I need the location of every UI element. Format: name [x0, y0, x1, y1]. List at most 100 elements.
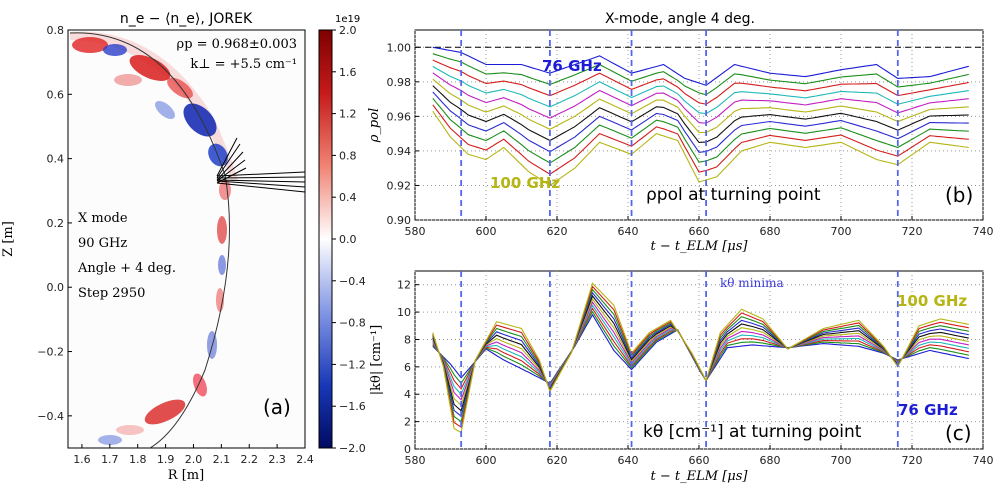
- fluct-blob-red: [167, 77, 193, 99]
- x-tick-label: 700: [831, 225, 852, 238]
- x-tick-label: 1.9: [157, 453, 175, 466]
- panel-b-series: [432, 46, 969, 187]
- colorbar-tick-label: −0.4: [339, 275, 366, 288]
- series-line: [432, 78, 969, 134]
- annotation-mode: X mode: [78, 211, 128, 226]
- colorbar: 1e19 2.0 1.6 1.2 0.8 0.4 0.0 −0.4 −0.8 −1.2 −1.6 −…: [318, 14, 366, 455]
- panel-c-xlabel: t − t_ELM [μs]: [651, 469, 749, 484]
- panel-b-caption: ρpol at turning point: [646, 185, 821, 205]
- panel-a-title: n_e − ⟨n_e⟩, JOREK: [120, 11, 253, 27]
- series-line: [432, 53, 969, 96]
- annotation-kperp: k⊥ = +5.5 cm⁻¹: [190, 57, 297, 72]
- panel-c-x-ticks: 580 600 620 640 660 680 700 720 740: [405, 445, 993, 467]
- x-tick-label: 640: [618, 454, 639, 467]
- panel-a-frame: [67, 29, 306, 449]
- fluct-blob-red: [144, 399, 186, 425]
- label-76ghz-c: 76 GHz: [898, 401, 958, 419]
- colorbar-tick-label: −0.8: [339, 317, 366, 330]
- x-tick-label: 720: [902, 454, 923, 467]
- y-tick-label: 8: [404, 333, 411, 346]
- y-tick-label: 0.4: [47, 153, 65, 166]
- x-tick-label: 2.0: [185, 453, 203, 466]
- y-tick-label: 0.90: [387, 214, 412, 227]
- y-tick-label: 0.0: [47, 281, 65, 294]
- fluct-blob-red: [217, 216, 227, 244]
- y-tick-label: 0.6: [47, 88, 65, 101]
- colorbar-tick-label: 0.4: [339, 191, 357, 204]
- x-tick-label: 2.4: [296, 453, 314, 466]
- x-tick-label: 700: [831, 454, 852, 467]
- colorbar-exponent: 1e19: [335, 14, 360, 25]
- panel-b-frame: [414, 29, 984, 221]
- x-tick-label: 600: [476, 225, 497, 238]
- panel-b-ylabel: ρ_pol: [367, 108, 382, 143]
- series-line: [432, 104, 969, 175]
- y-tick-label: −0.4: [37, 410, 64, 423]
- panel-c-label: (c): [945, 421, 972, 445]
- series-line: [432, 65, 969, 115]
- series-line: [432, 59, 969, 105]
- fluct-blob-blue: [183, 103, 217, 137]
- panel-a-y-ticks: 0.8 0.6 0.4 0.2 0.0 −0.2 −0.4: [37, 24, 72, 423]
- panel-b-y-ticks: 1.00 0.98 0.96 0.94 0.92 0.90: [387, 41, 419, 227]
- colorbar-tick-label: −1.6: [339, 400, 366, 413]
- colorbar-tick-label: 0.0: [339, 233, 357, 246]
- series-line: [432, 85, 969, 143]
- x-tick-label: 640: [618, 225, 639, 238]
- y-tick-label: 10: [397, 306, 411, 319]
- fluct-blob-blue: [103, 44, 127, 56]
- annotation-step: Step 2950: [78, 286, 145, 301]
- x-tick-label: 620: [547, 225, 568, 238]
- panel-a-x-ticks: 1.6 1.7 1.8 1.9 2.0 2.1 2.2 2.3 2.4: [73, 444, 314, 466]
- heatmap-field: [69, 31, 305, 448]
- panel-b-title: X-mode, angle 4 deg.: [605, 11, 755, 27]
- colorbar-tick-label: 1.2: [339, 108, 357, 121]
- annotation-angle: Angle + 4 deg.: [77, 261, 176, 276]
- y-tick-label: 0.98: [387, 76, 412, 89]
- separatrix-line: [69, 32, 230, 448]
- x-tick-label: 580: [405, 225, 426, 238]
- y-tick-label: 4: [404, 388, 411, 401]
- fluct-blob-blue: [155, 101, 175, 119]
- colorbar-tick-label: 2.0: [339, 24, 357, 37]
- series-line: [432, 91, 969, 153]
- x-tick-label: 720: [902, 225, 923, 238]
- panel-c-y-ticks: 12 10 8 6 4 2 0: [397, 279, 419, 456]
- panel-a-ylabel: Z [m]: [1, 221, 16, 257]
- colorbar-ticks: 2.0 1.6 1.2 0.8 0.4 0.0 −0.4 −0.8 −1.2 −1.6 −2.0: [332, 24, 366, 455]
- series-line: [432, 46, 969, 86]
- y-tick-label: 0: [404, 443, 411, 456]
- x-tick-label: 1.7: [101, 453, 119, 466]
- panel-a: n_e − ⟨n_e⟩, JOREK: [1, 11, 314, 483]
- x-tick-label: 600: [476, 454, 497, 467]
- colorbar-gradient: [318, 29, 333, 449]
- colorbar-tick-label: −2.0: [339, 442, 366, 455]
- panel-b: X-mode, angle 4 deg. 580 600 620 640 660 680 7…: [367, 11, 993, 254]
- beam-rays: [216, 137, 305, 193]
- x-tick-label: 2.1: [213, 453, 231, 466]
- annotation-freq: 90 GHz: [78, 236, 127, 251]
- y-tick-label: 0.92: [387, 179, 412, 192]
- panel-b-markers: [460, 30, 899, 220]
- fluct-blob-red: [193, 373, 207, 397]
- fluct-blob-red: [114, 74, 142, 86]
- series-line: [432, 72, 969, 124]
- y-tick-label: 12: [397, 279, 411, 292]
- colorbar-tick-label: 1.6: [339, 66, 357, 79]
- y-tick-label: 0.8: [47, 24, 65, 37]
- panel-b-x-ticks: 580 600 620 640 660 680 700 720 740: [405, 216, 993, 238]
- x-tick-label: 1.8: [129, 453, 147, 466]
- fluct-blob-blue: [218, 255, 226, 275]
- panel-c: 580 600 620 640 660 680 700 720 740 12 10 8 6 4 2 0 t …: [369, 270, 993, 484]
- y-tick-label: 6: [404, 361, 411, 374]
- fluct-blob-blue: [98, 435, 122, 445]
- y-tick-label: 0.96: [387, 110, 412, 123]
- y-tick-label: 0.2: [47, 217, 65, 230]
- x-tick-label: 660: [689, 454, 710, 467]
- annotation-rho: ρp = 0.968±0.003: [177, 37, 297, 52]
- panel-a-label: (a): [263, 395, 291, 419]
- panel-c-caption: kθ [cm⁻¹] at turning point: [643, 422, 862, 442]
- label-100ghz: 100 GHz: [490, 174, 560, 192]
- series-line: [432, 282, 969, 434]
- y-tick-label: 1.00: [387, 41, 412, 54]
